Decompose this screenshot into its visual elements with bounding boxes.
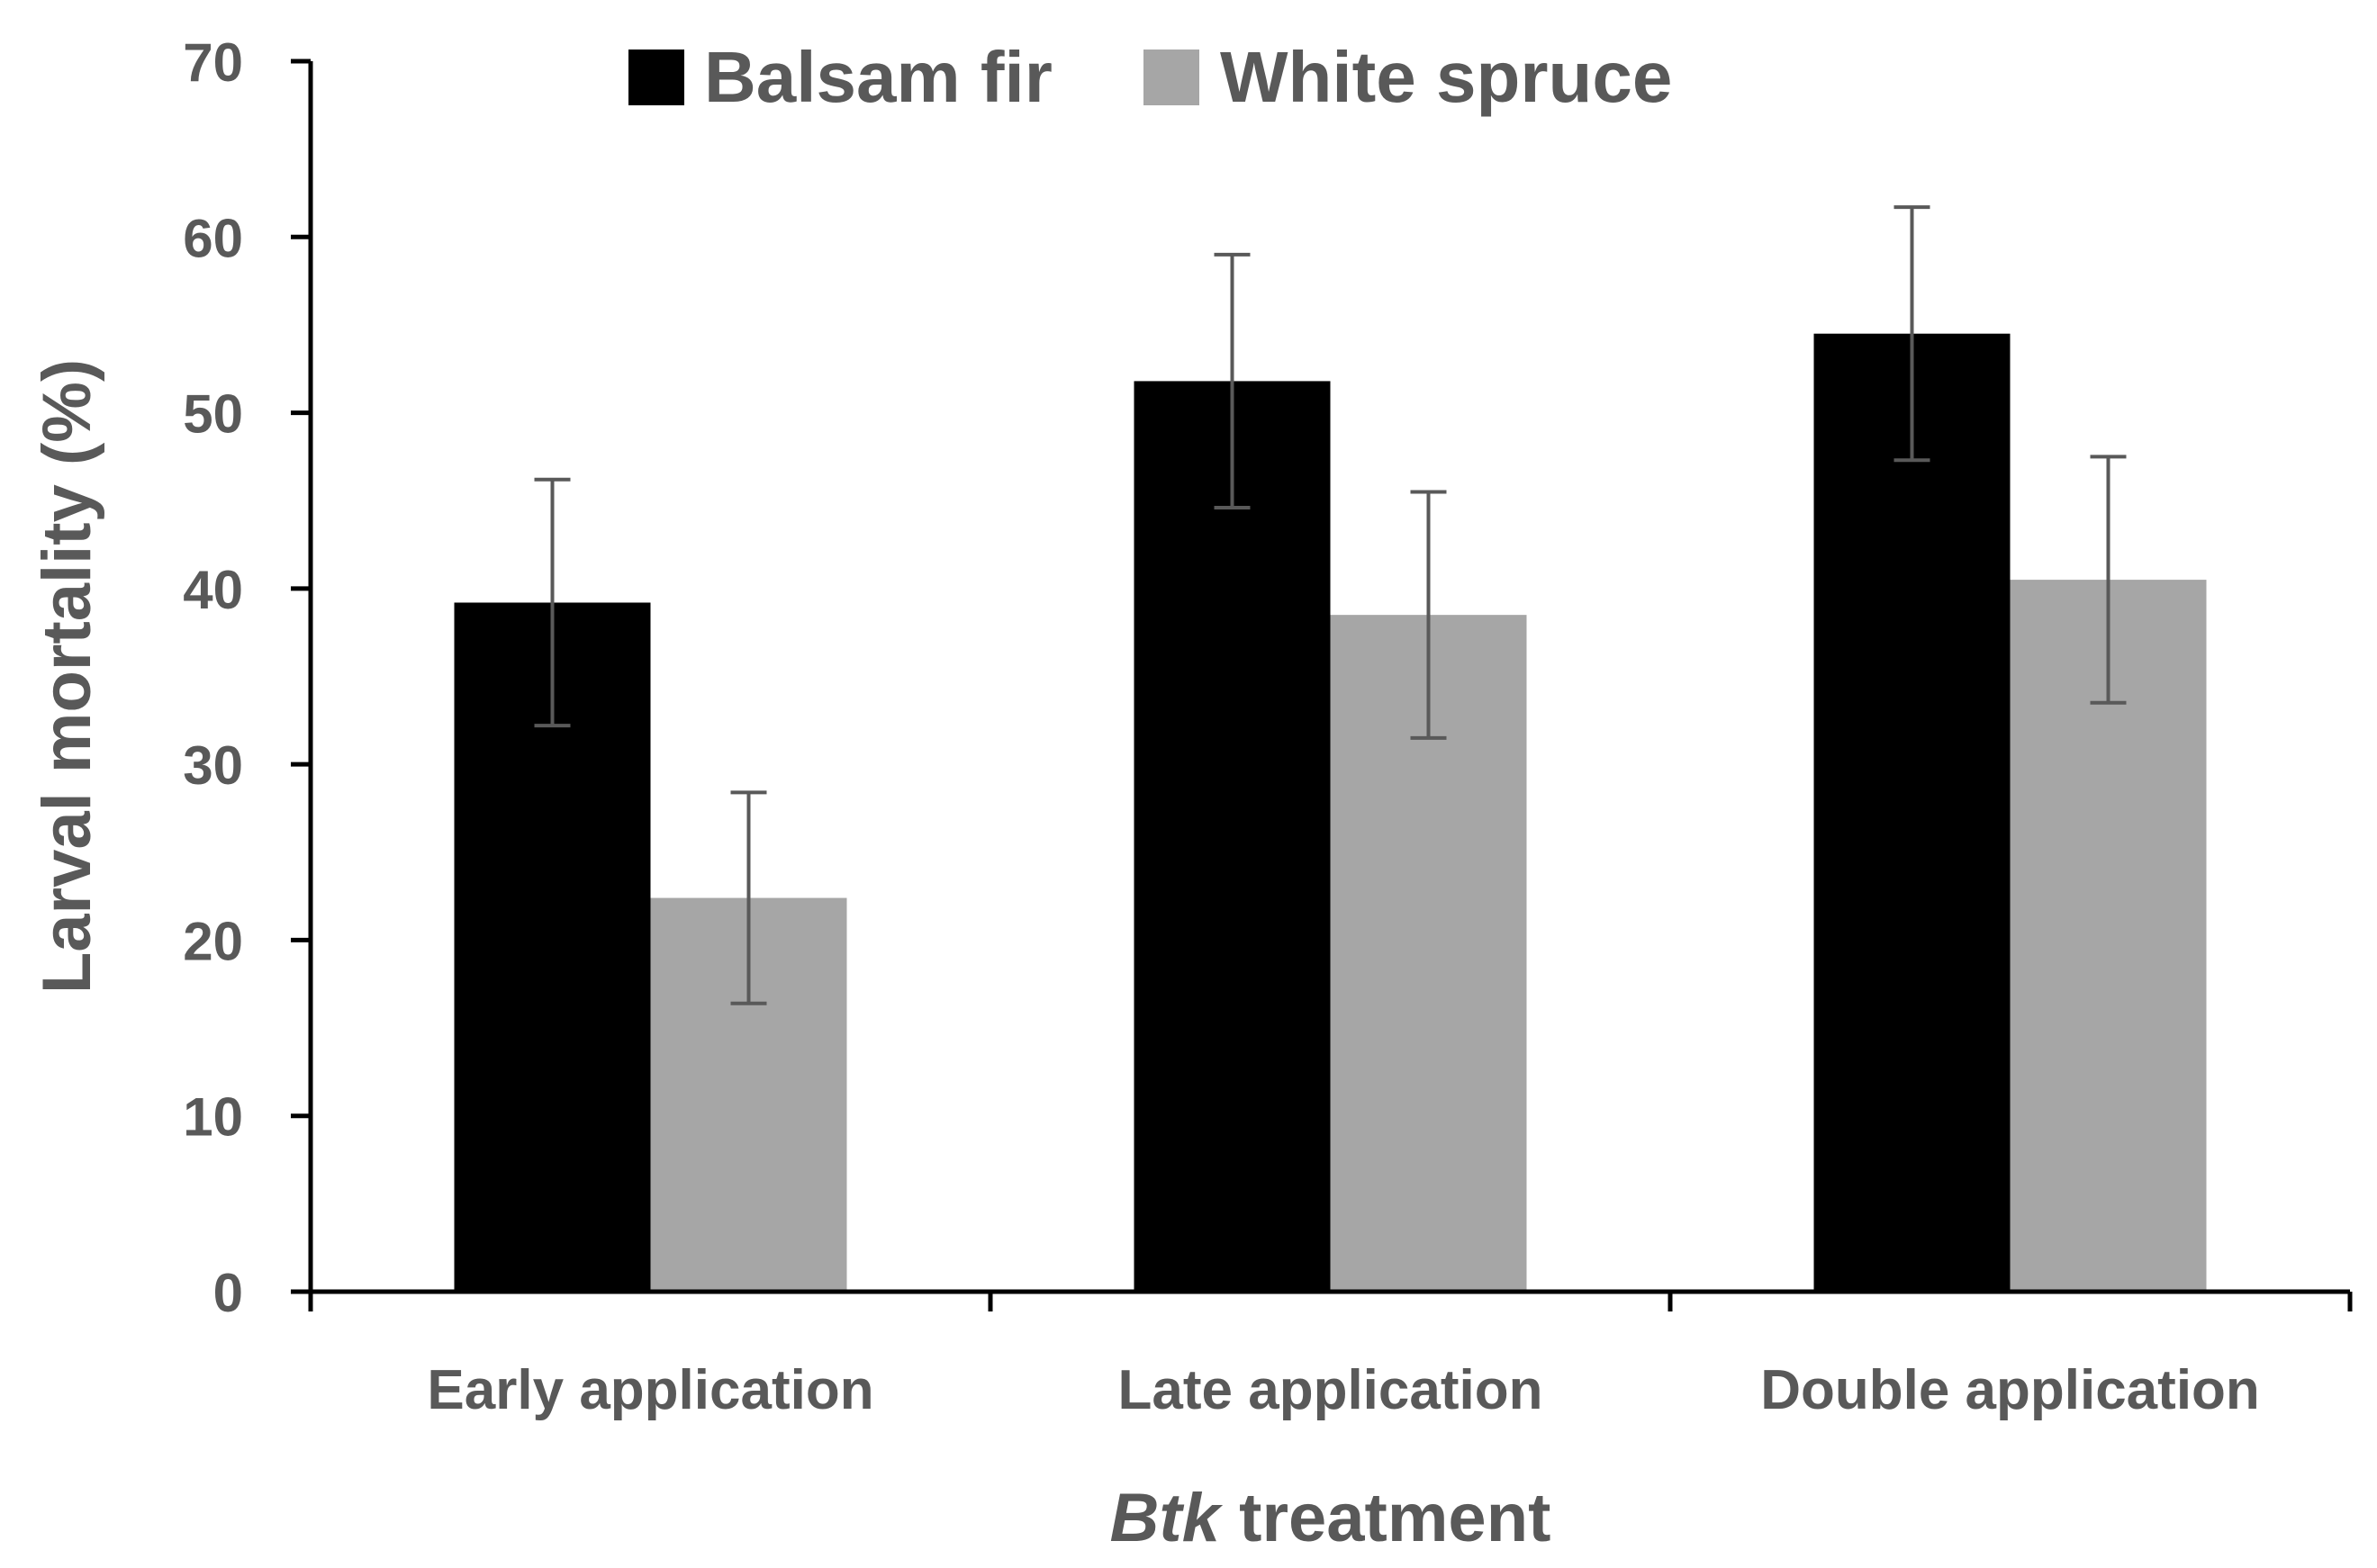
error-bars-group: [534, 205, 2127, 1005]
y-tick-label: 40: [183, 560, 243, 620]
x-category-label: Early application: [427, 1359, 873, 1421]
y-axis: 0 10 20 30 40 50 60 70: [183, 32, 313, 1323]
legend-swatch-balsam-fir: [628, 50, 684, 105]
legend: Balsam fir White spruce: [628, 37, 1672, 117]
x-category-label: Late application: [1118, 1359, 1543, 1421]
y-axis-title: Larval mortality (%): [29, 359, 105, 994]
y-tick-label: 60: [183, 208, 243, 268]
y-tick-label: 70: [183, 32, 243, 93]
legend-swatch-white-spruce: [1143, 50, 1199, 105]
bar-balsam-fir: [1134, 381, 1331, 1292]
y-tick-label: 10: [183, 1087, 243, 1148]
y-tick-label: 50: [183, 384, 243, 445]
bars-group: [454, 333, 2207, 1292]
y-tick-label: 0: [213, 1263, 243, 1323]
legend-label-balsam-fir: Balsam fir: [704, 37, 1053, 117]
x-axis-title-rest: treatment: [1220, 1480, 1550, 1556]
y-tick-label: 30: [183, 735, 243, 796]
x-axis-title-italic: Btk: [1110, 1480, 1224, 1556]
x-axis-title: Btk treatment: [1110, 1480, 1551, 1556]
x-axis: Early application Late application Double …: [308, 1289, 2353, 1421]
x-category-label: Double application: [1760, 1359, 2260, 1421]
y-tick-label: 20: [183, 911, 243, 971]
legend-label-white-spruce: White spruce: [1220, 37, 1672, 117]
bar-balsam-fir: [1813, 333, 2011, 1292]
